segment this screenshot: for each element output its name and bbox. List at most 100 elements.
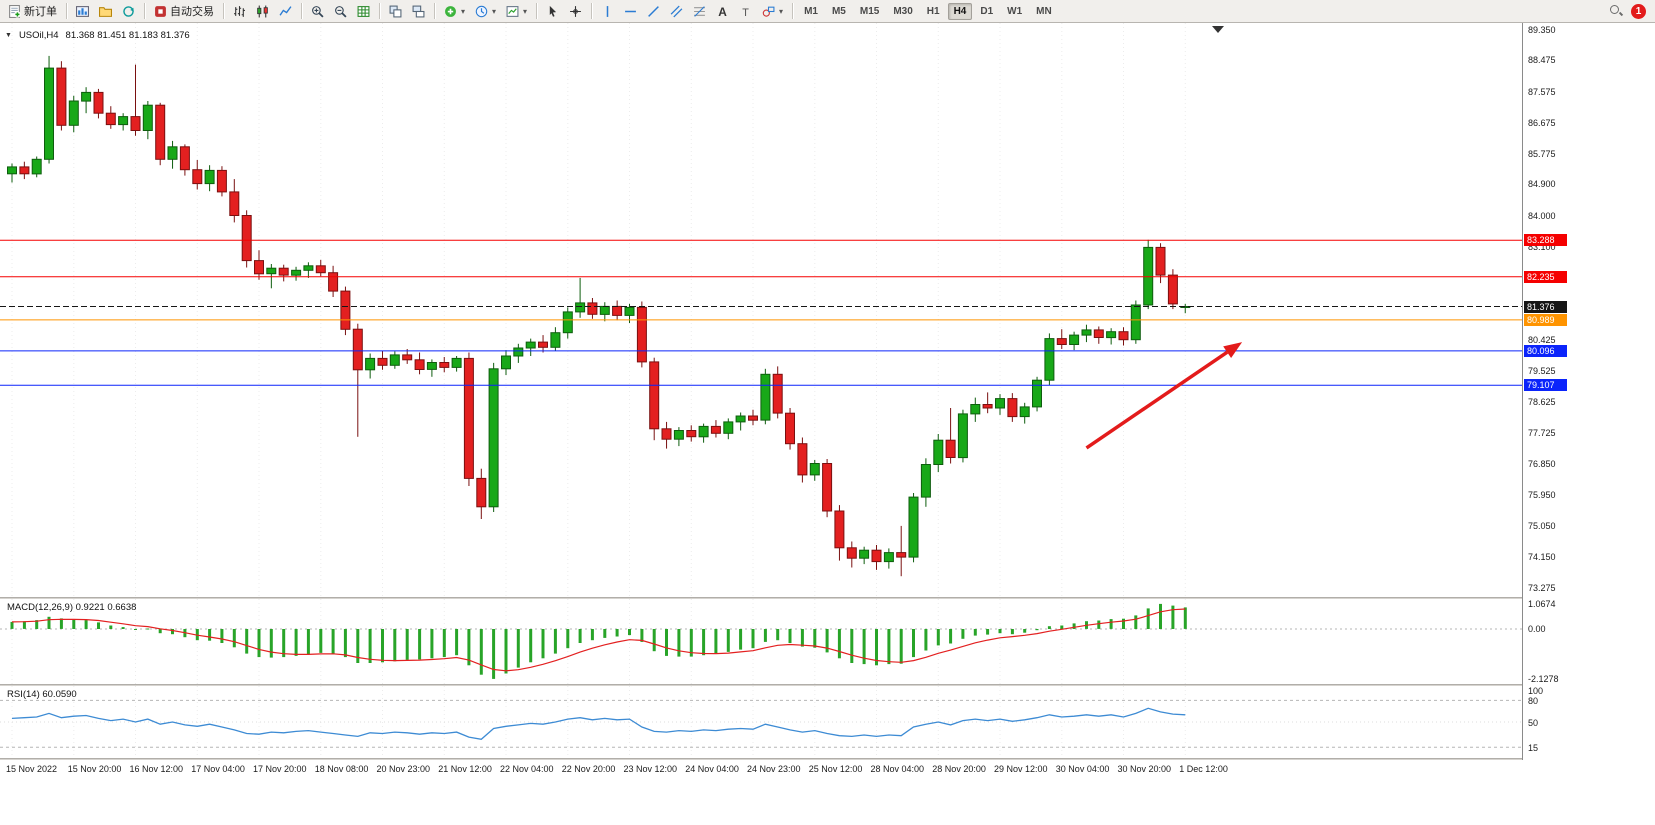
time-tick-label: 17 Nov 04:00 bbox=[191, 764, 245, 774]
candlestick-chart-button[interactable] bbox=[251, 0, 274, 22]
timeframe-m5-button[interactable]: M5 bbox=[831, 5, 846, 17]
grid-lines bbox=[11, 23, 1186, 597]
timeframe-h4-button[interactable]: H4 bbox=[947, 2, 973, 20]
tile-windows-button[interactable] bbox=[384, 0, 407, 22]
templates-button[interactable]: ▾ bbox=[501, 0, 532, 22]
pane-divider[interactable] bbox=[0, 684, 1655, 686]
candles-chart-icon bbox=[256, 5, 269, 18]
timeframe-h1-button[interactable]: H1 bbox=[926, 5, 940, 17]
timeframe-w1-button[interactable]: W1 bbox=[1007, 5, 1023, 17]
time-tick-label: 30 Nov 04:00 bbox=[1055, 764, 1110, 774]
price-badge: 83.288 bbox=[1524, 234, 1567, 247]
price-tick-label: 78.625 bbox=[1528, 396, 1556, 407]
price-tick-label: 87.575 bbox=[1528, 86, 1556, 97]
crosshair-button[interactable] bbox=[564, 0, 587, 22]
new-order-button-label: 新订单 bbox=[24, 6, 57, 18]
toolbar-separator bbox=[792, 3, 794, 19]
price-tick-label: 79.525 bbox=[1528, 365, 1556, 376]
time-axis[interactable]: 15 Nov 2022 15 Nov 20:00 16 Nov 12:00 17 No… bbox=[0, 760, 1522, 782]
periods-button[interactable]: ▾ bbox=[470, 0, 501, 22]
shapes-icon bbox=[762, 5, 775, 18]
autotrading-button[interactable]: 自动交易 bbox=[149, 0, 219, 22]
line-chart-button[interactable] bbox=[274, 0, 297, 22]
price-tick-label: 85.775 bbox=[1528, 148, 1556, 159]
period-icon bbox=[475, 5, 488, 18]
search-icon[interactable] bbox=[1609, 4, 1623, 18]
price-tick-label: 86.675 bbox=[1528, 117, 1556, 128]
refresh-button[interactable] bbox=[117, 0, 140, 22]
rsi-indicator-canvas[interactable] bbox=[0, 686, 1522, 758]
crosshair-icon bbox=[569, 5, 582, 18]
trendline-button[interactable] bbox=[642, 0, 665, 22]
new-order-button[interactable]: 新订单 bbox=[3, 0, 62, 22]
toolbar-separator bbox=[536, 3, 538, 19]
price-axis[interactable]: 89.350 88.475 87.575 86.675 85.775 84.900 84.0… bbox=[1522, 23, 1655, 760]
channel-button[interactable] bbox=[665, 0, 688, 22]
zoom-out-button[interactable] bbox=[329, 0, 352, 22]
toolbar-separator bbox=[301, 3, 302, 19]
main-toolbar: 新订单 自动交易 ▾ ▾ ▾ A T ▾ M1 M5 M15 M30 H1 H4 D1 W1 MN 1 bbox=[0, 0, 1655, 23]
timeframe-mn-button[interactable]: MN bbox=[1036, 5, 1052, 17]
trend-arrow-annotation[interactable] bbox=[1085, 342, 1243, 450]
timeframe-m30-button[interactable]: M30 bbox=[893, 5, 913, 17]
ohlc-values: 81.368 81.451 81.183 81.376 bbox=[65, 30, 190, 41]
timeframe-m1-button[interactable]: M1 bbox=[804, 5, 818, 17]
rsi-tick-label: 80 bbox=[1528, 696, 1539, 707]
bar-chart-button[interactable] bbox=[228, 0, 251, 22]
indicators-button[interactable]: ▾ bbox=[439, 0, 470, 22]
toolbar-separator bbox=[223, 3, 224, 19]
price-badge: 80.096 bbox=[1524, 344, 1567, 357]
timeframe-m15-button[interactable]: M15 bbox=[859, 5, 880, 17]
refresh-icon bbox=[122, 5, 135, 18]
rsi-line bbox=[11, 707, 1186, 740]
horizontal-price-lines[interactable] bbox=[0, 239, 1522, 386]
toolbar-separator bbox=[144, 3, 145, 19]
pane-divider[interactable] bbox=[0, 758, 1655, 760]
zoom-in-button[interactable] bbox=[306, 0, 329, 22]
profiles-button[interactable] bbox=[94, 0, 117, 22]
cascade-windows-icon bbox=[412, 5, 425, 18]
shapes-button[interactable]: ▾ bbox=[757, 0, 788, 22]
price-tick-label: 77.725 bbox=[1528, 428, 1556, 439]
chevron-down-icon: ▾ bbox=[523, 6, 528, 16]
charts-button[interactable] bbox=[71, 0, 94, 22]
bars-chart-icon bbox=[233, 5, 246, 18]
autotrading-icon bbox=[154, 5, 167, 18]
price-tick-label: 83.100 bbox=[1528, 241, 1556, 252]
price-tick-label: 73.275 bbox=[1528, 582, 1556, 593]
price-tick-label: 75.950 bbox=[1528, 489, 1556, 500]
text-button[interactable]: A bbox=[711, 0, 734, 22]
chart-shift-marker-icon[interactable] bbox=[1212, 26, 1224, 33]
pane-divider[interactable] bbox=[0, 597, 1655, 599]
vertical-line-button[interactable] bbox=[596, 0, 619, 22]
time-tick-label: 15 Nov 2022 bbox=[6, 764, 58, 774]
text-icon: A bbox=[716, 5, 729, 18]
horizontal-line-button[interactable] bbox=[619, 0, 642, 22]
price-badge: 80.989 bbox=[1524, 313, 1567, 326]
symbol-period-label: USOil,H4 bbox=[18, 30, 59, 41]
price-chart-canvas[interactable] bbox=[0, 23, 1522, 597]
label-icon: T bbox=[739, 5, 752, 17]
profiles-icon bbox=[99, 5, 112, 18]
new-order-icon bbox=[8, 4, 21, 18]
timeframe-d1-button[interactable]: D1 bbox=[980, 5, 994, 17]
time-tick-label: 24 Nov 04:00 bbox=[685, 764, 739, 774]
hline-icon bbox=[624, 5, 637, 18]
one-click-trading-toggle[interactable]: ▼ bbox=[5, 32, 12, 39]
macd-indicator-canvas[interactable] bbox=[0, 599, 1522, 684]
price-badge: 79.107 bbox=[1524, 379, 1567, 392]
grid-button[interactable] bbox=[352, 0, 375, 22]
time-tick-label: 21 Nov 12:00 bbox=[438, 764, 492, 774]
notification-badge[interactable]: 1 bbox=[1631, 3, 1646, 19]
chevron-down-icon: ▾ bbox=[461, 6, 466, 16]
cursor-button[interactable] bbox=[541, 0, 564, 22]
rsi-tick-label: 15 bbox=[1528, 743, 1539, 754]
rsi-tick-label: 50 bbox=[1528, 718, 1539, 728]
cascade-windows-button[interactable] bbox=[407, 0, 430, 22]
chart-title: ▼ USOil,H4 81.368 81.451 81.183 81.376 bbox=[5, 30, 190, 41]
chevron-down-icon: ▾ bbox=[492, 6, 497, 16]
fibonacci-button[interactable] bbox=[688, 0, 711, 22]
label-button[interactable]: T bbox=[734, 0, 757, 22]
price-tick-label: 75.050 bbox=[1528, 520, 1556, 531]
